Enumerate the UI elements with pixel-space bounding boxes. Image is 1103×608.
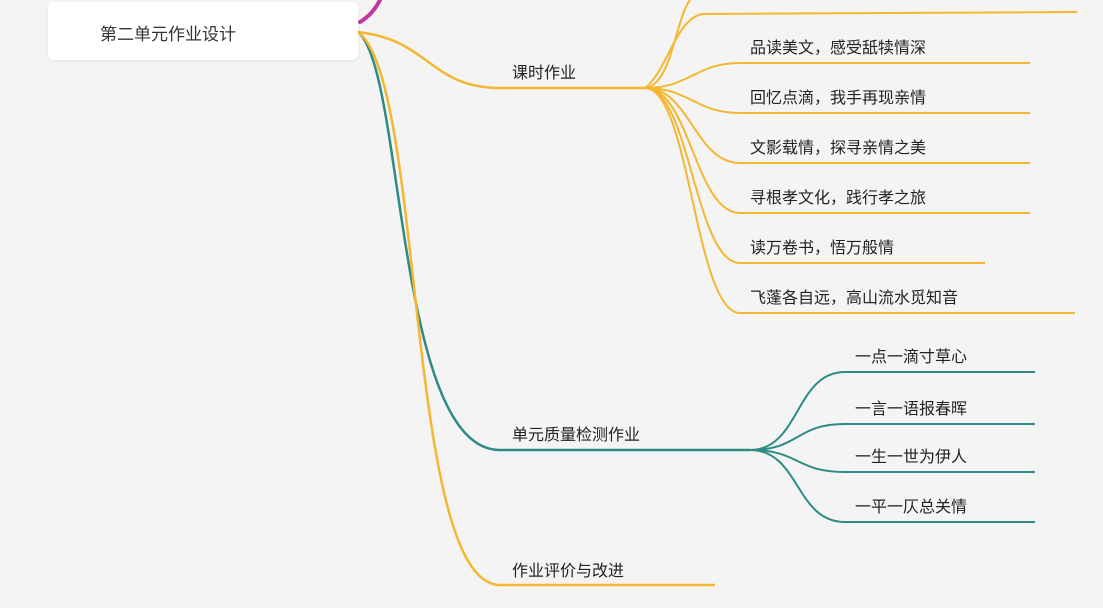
connector-ks-1 [644, 62, 1030, 89]
connector-ks-3 [644, 87, 1030, 164]
connector-ks-2 [644, 87, 1030, 114]
branch-pingjia-gaijin[interactable]: 作业评价与改进 [512, 561, 625, 580]
connector-purple-fragment [358, 0, 382, 24]
leaf-keshi-4[interactable]: 寻根孝文化，践行孝之旅 [750, 188, 927, 207]
leaf-danyuan-2[interactable]: 一言一语报春晖 [855, 399, 968, 418]
connector-dy-4 [749, 449, 1035, 523]
leaf-keshi-1[interactable]: 品读美文，感受舐犊情深 [750, 38, 927, 57]
leaf-danyuan-3[interactable]: 一生一世为伊人 [855, 447, 968, 466]
connector-ks-top [644, 0, 691, 89]
connector-ks-5 [644, 87, 985, 264]
connector-root-ks [357, 30, 645, 90]
branch-danyuan-zhiliang[interactable]: 单元质量检测作业 [512, 425, 641, 444]
leaf-keshi-6[interactable]: 飞蓬各自远，高山流水觅知音 [750, 288, 959, 307]
connector-root-dy [357, 31, 750, 452]
branch-keshi-zuoye[interactable]: 课时作业 [512, 63, 577, 82]
connector-dy-2 [749, 423, 1035, 451]
connector-root-pj [357, 30, 715, 587]
connector-ks-top2 [644, 11, 1078, 89]
leaf-danyuan-1[interactable]: 一点一滴寸草心 [855, 347, 968, 366]
connector-dy-1 [749, 371, 1035, 451]
leaf-keshi-2[interactable]: 回忆点滴，我手再现亲情 [750, 88, 927, 107]
leaf-keshi-5[interactable]: 读万卷书，悟万般情 [750, 238, 895, 257]
root-node-label: 第二单元作业设计 [100, 25, 236, 45]
connector-ks-4 [644, 87, 1030, 214]
connector-ks-6 [644, 87, 1075, 314]
leaf-keshi-3[interactable]: 文影载情，探寻亲情之美 [750, 138, 927, 157]
connector-dy-3 [749, 449, 1035, 473]
leaf-danyuan-4[interactable]: 一平一仄总关情 [855, 497, 968, 516]
root-node[interactable]: 第二单元作业设计 [48, 2, 358, 60]
